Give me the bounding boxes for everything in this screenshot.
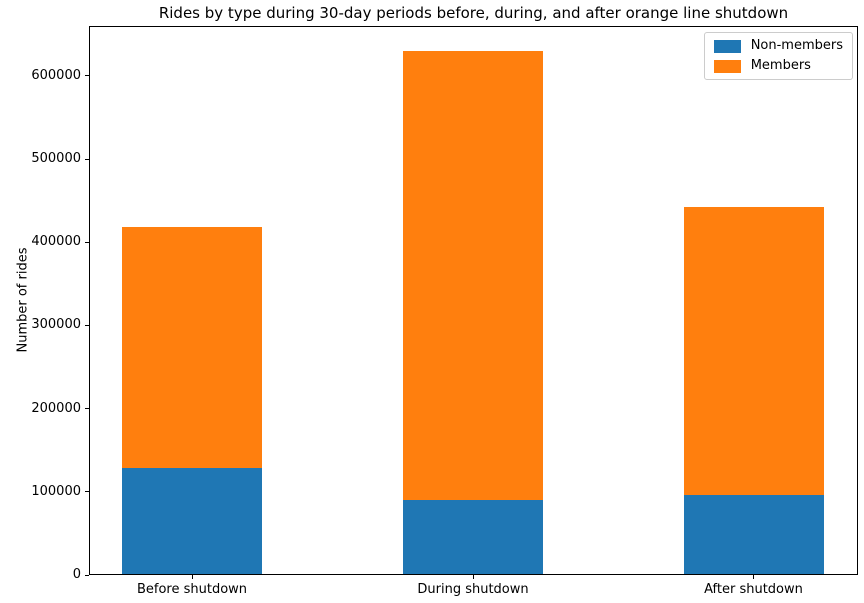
legend-swatch-members	[713, 59, 741, 73]
x-tick-mark	[191, 575, 193, 579]
x-tick-label-after-shutdown: After shutdown	[704, 582, 803, 597]
bar-segment-members-during-shutdown	[403, 50, 543, 500]
y-tick-mark	[85, 158, 89, 160]
x-tick-label-before-shutdown: Before shutdown	[136, 582, 248, 597]
y-tick-label: 400000	[31, 234, 81, 250]
bar-segment-members-after-shutdown	[683, 207, 824, 495]
bar-segment-non-members-during-shutdown	[403, 499, 543, 574]
x-tick-label-during-shutdown: During shutdown	[417, 582, 529, 597]
bar-segment-non-members-before-shutdown	[122, 468, 262, 574]
y-axis-label: Number of rides	[15, 247, 31, 353]
y-tick-label: 600000	[31, 67, 81, 83]
legend-label: Members	[750, 58, 811, 73]
y-tick-label: 100000	[31, 483, 81, 499]
chart-title: Rides by type during 30-day periods befo…	[158, 4, 789, 22]
x-tick-mark	[753, 575, 754, 579]
legend-item-non-members: Non-members	[713, 38, 843, 53]
y-tick-mark	[85, 574, 89, 576]
y-tick-mark	[85, 75, 89, 77]
y-tick-mark	[85, 408, 89, 410]
y-tick-label: 500000	[31, 151, 81, 167]
y-tick-mark	[85, 324, 89, 326]
y-tick-label: 300000	[31, 317, 81, 333]
y-tick-mark	[85, 241, 89, 243]
x-tick-mark	[472, 575, 474, 579]
bar-segment-members-before-shutdown	[122, 227, 262, 469]
y-tick-label: 0	[72, 567, 81, 582]
y-tick-mark	[85, 491, 89, 493]
y-tick-label: 200000	[31, 400, 81, 416]
legend-label: Non-members	[750, 38, 843, 53]
legend-swatch-non-members	[713, 39, 741, 53]
bar-segment-non-members-after-shutdown	[683, 494, 824, 574]
legend-item-members: Members	[713, 58, 843, 73]
legend: Non-members Members	[703, 32, 853, 80]
